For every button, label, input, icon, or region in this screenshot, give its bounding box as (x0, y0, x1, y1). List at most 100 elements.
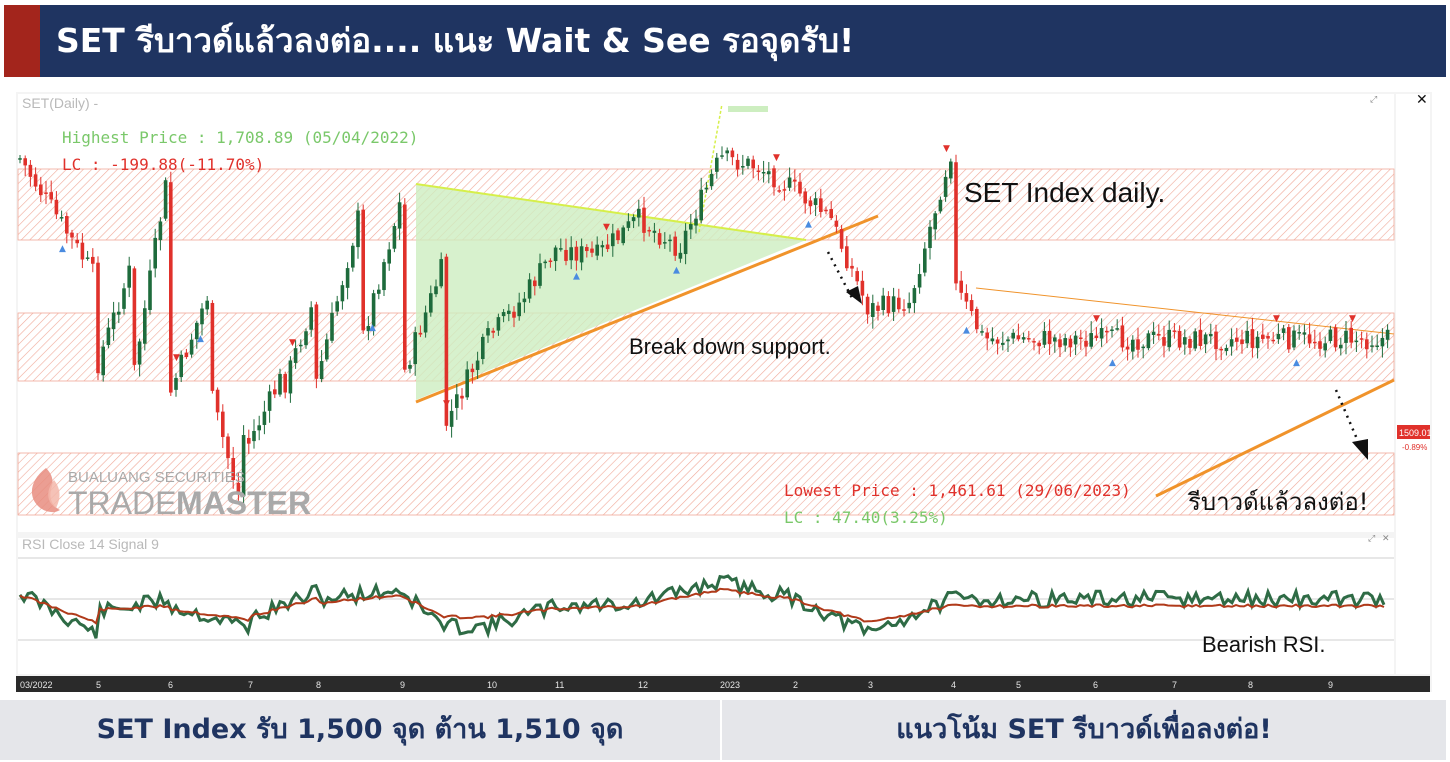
close-icon[interactable]: ✕ (1416, 92, 1428, 108)
candle-body (689, 224, 693, 230)
candle-body (590, 248, 594, 253)
candle-body (1214, 331, 1218, 350)
candle-body (91, 256, 95, 264)
main-expand-icon[interactable]: ⤢ (1369, 95, 1377, 105)
candle-body (923, 248, 927, 273)
candle-body (704, 187, 709, 190)
buy-signal-icon: ▲ (1109, 358, 1116, 368)
candle-body (1250, 329, 1255, 348)
candle-body (897, 297, 901, 310)
downtrend-line-2023 (975, 287, 1395, 335)
candle-body (1292, 330, 1296, 348)
candle-body (475, 360, 480, 370)
candle-body (917, 274, 922, 288)
candle-body (429, 293, 433, 313)
candle-body (1177, 330, 1182, 348)
candle-body (855, 271, 859, 282)
lowest-price-label: Lowest Price : 1,461.61 (29/06/2023) (784, 481, 1131, 500)
x-tick-label: 4 (951, 680, 956, 690)
candle-body (33, 174, 38, 187)
candle-body (1339, 344, 1343, 349)
candle-body (1058, 339, 1062, 348)
header-bar: SET รีบาวด์แล้วลงต่อ.... แนะ Wait & See … (0, 0, 1450, 78)
candle-body (397, 202, 402, 229)
candle-body (262, 411, 267, 425)
rsi-expand-icon[interactable]: ⤢ (1367, 534, 1375, 544)
x-tick-label: 9 (1328, 680, 1333, 690)
candle-body (975, 308, 979, 330)
candle-body (845, 246, 849, 269)
buy-signal-icon: ▲ (1293, 358, 1300, 368)
candle-body (678, 252, 683, 259)
candle-body (293, 348, 298, 363)
candle-body (304, 331, 308, 346)
candle-body (969, 300, 974, 312)
candle-body (1105, 330, 1109, 333)
candle-body (1094, 335, 1099, 339)
logo-flame-icon (31, 468, 60, 513)
triangle-pattern (416, 184, 806, 400)
candle-body (1287, 327, 1291, 350)
candle-body (137, 341, 142, 365)
rsi-close-icon[interactable]: ✕ (1382, 534, 1390, 544)
candle-body (902, 309, 906, 311)
x-tick-label: 8 (1248, 680, 1253, 690)
candle-body (730, 150, 735, 158)
candle-body (65, 216, 69, 234)
last-price-value: 1509.01 (1399, 428, 1432, 438)
candle-body (361, 209, 365, 331)
candle-body (928, 226, 932, 249)
candle-body (600, 245, 605, 248)
candle-body (1276, 333, 1281, 340)
x-tick-label: 3 (868, 680, 873, 690)
buy-signal-icon: ▲ (963, 326, 970, 336)
candle-body (39, 184, 43, 196)
candle-body (1255, 336, 1260, 349)
candle-body (96, 262, 100, 374)
candle-body (657, 233, 662, 245)
candle-body (455, 394, 459, 408)
candle-body (756, 170, 761, 173)
candle-body (1328, 329, 1333, 341)
sell-signal-icon: ▼ (289, 338, 296, 348)
candle-body (1053, 337, 1057, 342)
support-resistance-box: SET Index รับ 1,500 จุด ต้าน 1,510 จุด (0, 700, 720, 760)
candle-body (579, 246, 584, 263)
candle-body (741, 166, 745, 168)
sell-signal-icon: ▼ (173, 353, 180, 363)
candle-body (1011, 332, 1015, 339)
candle-body (772, 168, 776, 188)
candle-body (543, 261, 547, 264)
candle-body (1115, 328, 1119, 330)
candles-group (18, 146, 1390, 507)
candle-body (746, 158, 750, 166)
highest-lc-label: LC : -199.88(-11.70%) (62, 155, 264, 174)
candle-body (538, 263, 542, 286)
candle-body (819, 198, 823, 213)
candle-body (1203, 334, 1208, 345)
x-tick-label: 03/2022 (20, 680, 53, 690)
candle-body (668, 239, 672, 242)
candle-body (980, 331, 984, 333)
rsi-reference-lines (18, 557, 1394, 641)
rsi-line (18, 574, 1386, 639)
candle-body (267, 391, 272, 411)
candle-body (725, 150, 729, 154)
main-series-label: SET(Daily) - (22, 95, 99, 111)
candle-body (850, 265, 854, 269)
candle-body (215, 389, 220, 413)
candle-body (252, 430, 256, 442)
candle-body (865, 296, 870, 315)
candle-body (1318, 341, 1322, 349)
candle-body (356, 210, 360, 248)
candle-body (959, 280, 963, 293)
candle-body (423, 312, 428, 333)
candle-body (1136, 339, 1140, 350)
candle-body (1375, 345, 1379, 348)
candle-body (174, 377, 178, 390)
candle-body (434, 286, 438, 295)
candle-body (574, 246, 579, 261)
candle-body (1001, 342, 1005, 345)
candle-body (392, 226, 397, 249)
candle-body (1198, 329, 1203, 346)
